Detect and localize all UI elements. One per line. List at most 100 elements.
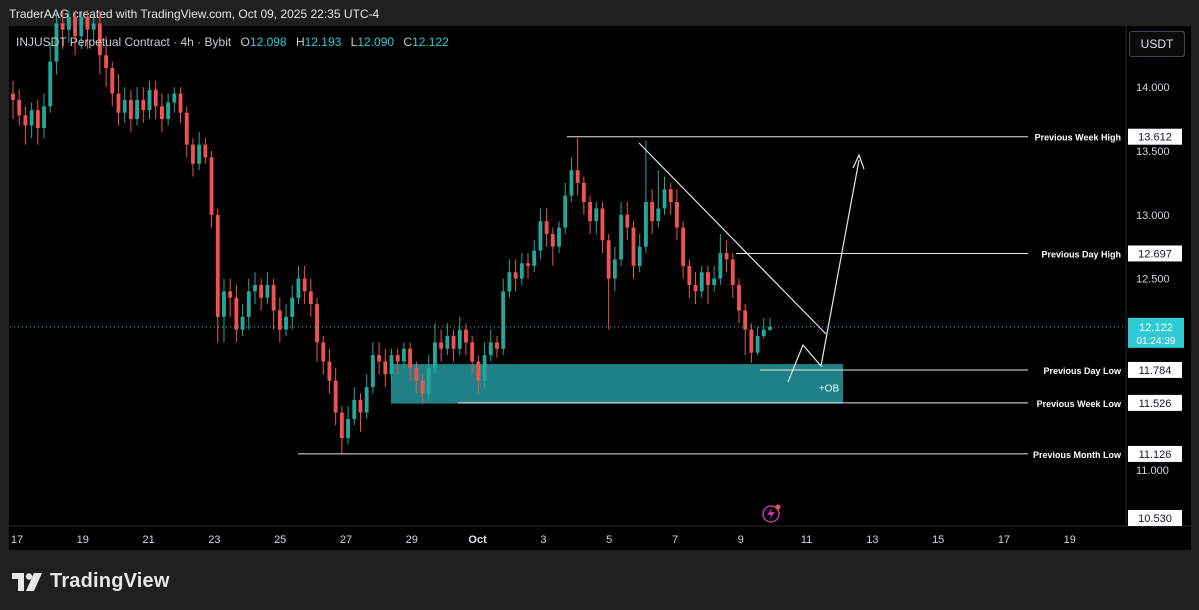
candle-body-42 bbox=[271, 284, 276, 311]
y-tick-label-2: 13.000 bbox=[1136, 210, 1170, 222]
candle-body-97 bbox=[612, 259, 617, 279]
candle-body-24 bbox=[159, 106, 164, 120]
tradingview-logo-icon bbox=[12, 572, 42, 591]
bottom-price-tag: 10.530 bbox=[1138, 513, 1172, 525]
x-tick-label-9: 5 bbox=[606, 534, 612, 546]
x-tick-label-2: 21 bbox=[142, 534, 154, 546]
candle-body-43 bbox=[277, 310, 282, 330]
projected-path bbox=[787, 159, 860, 383]
candle-body-79 bbox=[501, 291, 506, 349]
candle-body-116 bbox=[730, 259, 735, 285]
candle-body-22 bbox=[147, 89, 152, 111]
candle-body-60 bbox=[383, 361, 388, 375]
x-tick-label-3: 23 bbox=[208, 534, 220, 546]
tradingview-logo[interactable]: TradingView bbox=[12, 570, 170, 593]
x-tick-label-5: 27 bbox=[340, 534, 352, 546]
candle-body-85 bbox=[538, 221, 543, 251]
candle-body-33 bbox=[215, 214, 220, 317]
y-tick-label-4: 11.000 bbox=[1136, 465, 1169, 477]
current-price-countdown: 01:24:39 bbox=[1137, 336, 1176, 347]
candle-body-121 bbox=[761, 329, 766, 337]
candle-body-91 bbox=[575, 170, 580, 183]
level-price-tag-2: 11.784 bbox=[1139, 365, 1172, 377]
candle-body-110 bbox=[693, 284, 698, 292]
candle-body-7 bbox=[54, 23, 59, 62]
candle-body-100 bbox=[631, 227, 636, 266]
candle-body-119 bbox=[749, 329, 754, 353]
candle-body-71 bbox=[451, 336, 456, 349]
candle-body-38 bbox=[246, 291, 251, 317]
candles-group bbox=[11, 10, 772, 454]
candle-body-74 bbox=[470, 342, 475, 362]
candle-body-77 bbox=[488, 342, 493, 356]
candle-body-103 bbox=[650, 202, 655, 222]
candle-body-13 bbox=[91, 23, 96, 30]
level-price-tag-bg-0 bbox=[1128, 128, 1182, 145]
candle-body-69 bbox=[439, 342, 444, 349]
credit-text: TraderAAG created with TradingView.com, … bbox=[9, 7, 380, 21]
candle-body-88 bbox=[557, 227, 561, 247]
level-price-tag-bg-2 bbox=[1128, 361, 1182, 378]
candle-body-54 bbox=[346, 418, 350, 439]
currency-button[interactable]: USDT bbox=[1129, 31, 1185, 57]
candle-body-39 bbox=[253, 284, 257, 292]
candle-body-12 bbox=[85, 17, 90, 30]
lightning-icon-dot bbox=[775, 504, 781, 510]
candle-body-46 bbox=[296, 278, 301, 298]
x-tick-label-16: 19 bbox=[1064, 534, 1076, 546]
x-tick-label-14: 15 bbox=[932, 534, 944, 546]
chart-frame[interactable] bbox=[9, 26, 1191, 550]
candle-body-18 bbox=[122, 99, 127, 113]
candle-body-3 bbox=[29, 110, 34, 126]
candle-body-19 bbox=[128, 99, 133, 120]
candle-body-114 bbox=[718, 253, 723, 279]
level-price-tag-1: 12.697 bbox=[1138, 248, 1172, 260]
lightning-icon bbox=[762, 505, 780, 523]
candle-body-108 bbox=[681, 227, 686, 266]
candle-body-98 bbox=[619, 214, 624, 260]
candle-body-57 bbox=[364, 387, 369, 413]
candle-body-8 bbox=[60, 23, 65, 30]
candle-body-40 bbox=[259, 284, 264, 298]
x-tick-label-11: 9 bbox=[738, 534, 744, 546]
candle-body-58 bbox=[370, 355, 375, 388]
candle-body-17 bbox=[116, 93, 121, 113]
candle-body-95 bbox=[600, 208, 605, 241]
level-price-tag-4: 11.126 bbox=[1139, 449, 1172, 461]
x-tick-label-8: 3 bbox=[540, 534, 546, 546]
candle-body-113 bbox=[712, 278, 717, 285]
bottom-bar bbox=[0, 550, 1199, 610]
candle-body-35 bbox=[228, 291, 233, 298]
candle-body-11 bbox=[79, 17, 84, 37]
candle-body-2 bbox=[23, 115, 28, 126]
tradingview-wordmark: TradingView bbox=[50, 570, 170, 592]
candle-body-55 bbox=[352, 399, 357, 419]
candle-body-10 bbox=[73, 17, 77, 37]
candle-body-0 bbox=[11, 93, 15, 100]
close-label: C bbox=[403, 35, 413, 49]
candle-body-34 bbox=[222, 291, 226, 317]
candle-body-112 bbox=[706, 272, 710, 285]
open-value: 12.098 bbox=[249, 35, 287, 49]
y-tick-label-0: 14.000 bbox=[1136, 82, 1170, 94]
candle-body-80 bbox=[507, 272, 512, 292]
candle-body-63 bbox=[401, 348, 406, 362]
candle-body-75 bbox=[476, 361, 481, 381]
candle-body-6 bbox=[48, 61, 53, 107]
candle-body-90 bbox=[569, 170, 574, 196]
level-label-4: Previous Month Low bbox=[1033, 450, 1122, 460]
symbol-legend: INJUSDT Perpetual Contract · 4h · Bybit … bbox=[16, 35, 449, 49]
candle-body-78 bbox=[495, 342, 499, 349]
candle-body-122 bbox=[768, 326, 772, 330]
candle-body-5 bbox=[42, 106, 46, 129]
candle-body-101 bbox=[637, 246, 642, 266]
candle-body-64 bbox=[408, 348, 413, 368]
candle-body-89 bbox=[563, 195, 568, 228]
candle-body-28 bbox=[184, 112, 189, 145]
level-label-3: Previous Week Low bbox=[1037, 399, 1122, 409]
current-price-value: 12.122 bbox=[1139, 322, 1173, 334]
close-value: 12.122 bbox=[412, 35, 449, 49]
candle-body-51 bbox=[327, 361, 332, 381]
x-tick-label-0: 17 bbox=[11, 534, 23, 546]
